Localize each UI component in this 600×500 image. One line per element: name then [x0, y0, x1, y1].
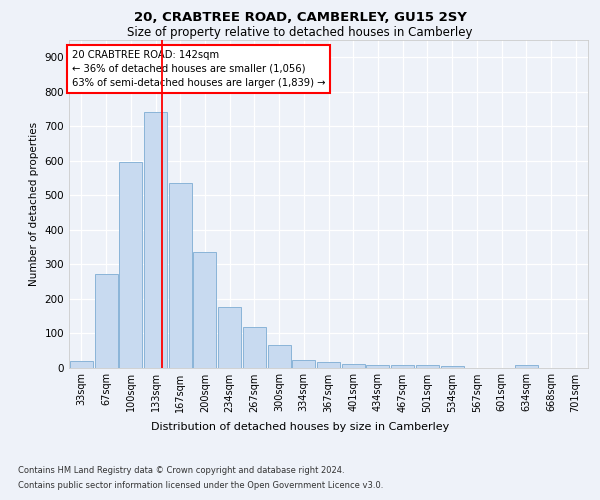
- Bar: [342, 364, 365, 368]
- Bar: [243, 327, 266, 368]
- Bar: [119, 162, 142, 368]
- Y-axis label: Number of detached properties: Number of detached properties: [29, 122, 39, 286]
- Bar: [416, 366, 439, 368]
- Bar: [440, 366, 464, 368]
- Bar: [70, 360, 93, 368]
- Text: 20, CRABTREE ROAD, CAMBERLEY, GU15 2SY: 20, CRABTREE ROAD, CAMBERLEY, GU15 2SY: [134, 11, 466, 24]
- Bar: [515, 364, 538, 368]
- Text: Size of property relative to detached houses in Camberley: Size of property relative to detached ho…: [127, 26, 473, 39]
- Text: 20 CRABTREE ROAD: 142sqm
← 36% of detached houses are smaller (1,056)
63% of sem: 20 CRABTREE ROAD: 142sqm ← 36% of detach…: [71, 50, 325, 88]
- Text: Contains HM Land Registry data © Crown copyright and database right 2024.: Contains HM Land Registry data © Crown c…: [18, 466, 344, 475]
- Bar: [292, 360, 315, 368]
- Bar: [144, 112, 167, 368]
- Bar: [169, 183, 192, 368]
- Bar: [193, 252, 217, 368]
- Bar: [391, 366, 414, 368]
- Bar: [95, 274, 118, 368]
- Bar: [317, 362, 340, 368]
- Text: Contains public sector information licensed under the Open Government Licence v3: Contains public sector information licen…: [18, 481, 383, 490]
- Bar: [268, 345, 290, 368]
- Text: Distribution of detached houses by size in Camberley: Distribution of detached houses by size …: [151, 422, 449, 432]
- Bar: [218, 307, 241, 368]
- Bar: [367, 365, 389, 368]
